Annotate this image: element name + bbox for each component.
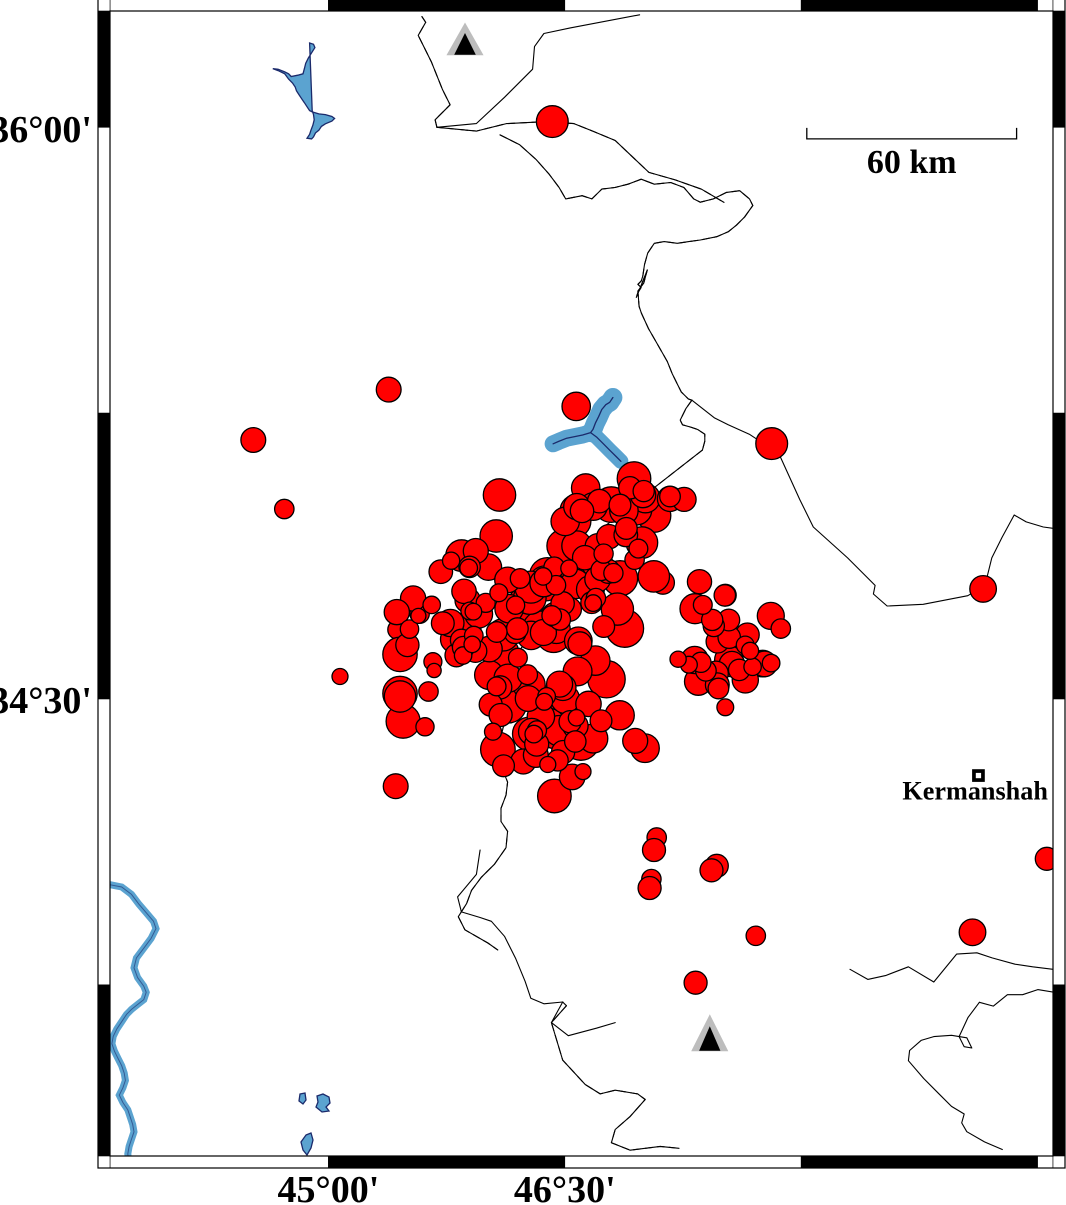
- svg-text:45°00': 45°00': [278, 1169, 380, 1205]
- svg-text:34°30': 34°30': [0, 680, 92, 722]
- svg-text:Kermanshah: Kermanshah: [902, 777, 1048, 806]
- svg-text:46°30': 46°30': [514, 1169, 616, 1205]
- svg-text:60 km: 60 km: [867, 144, 957, 181]
- svg-text:36°00': 36°00': [0, 109, 92, 151]
